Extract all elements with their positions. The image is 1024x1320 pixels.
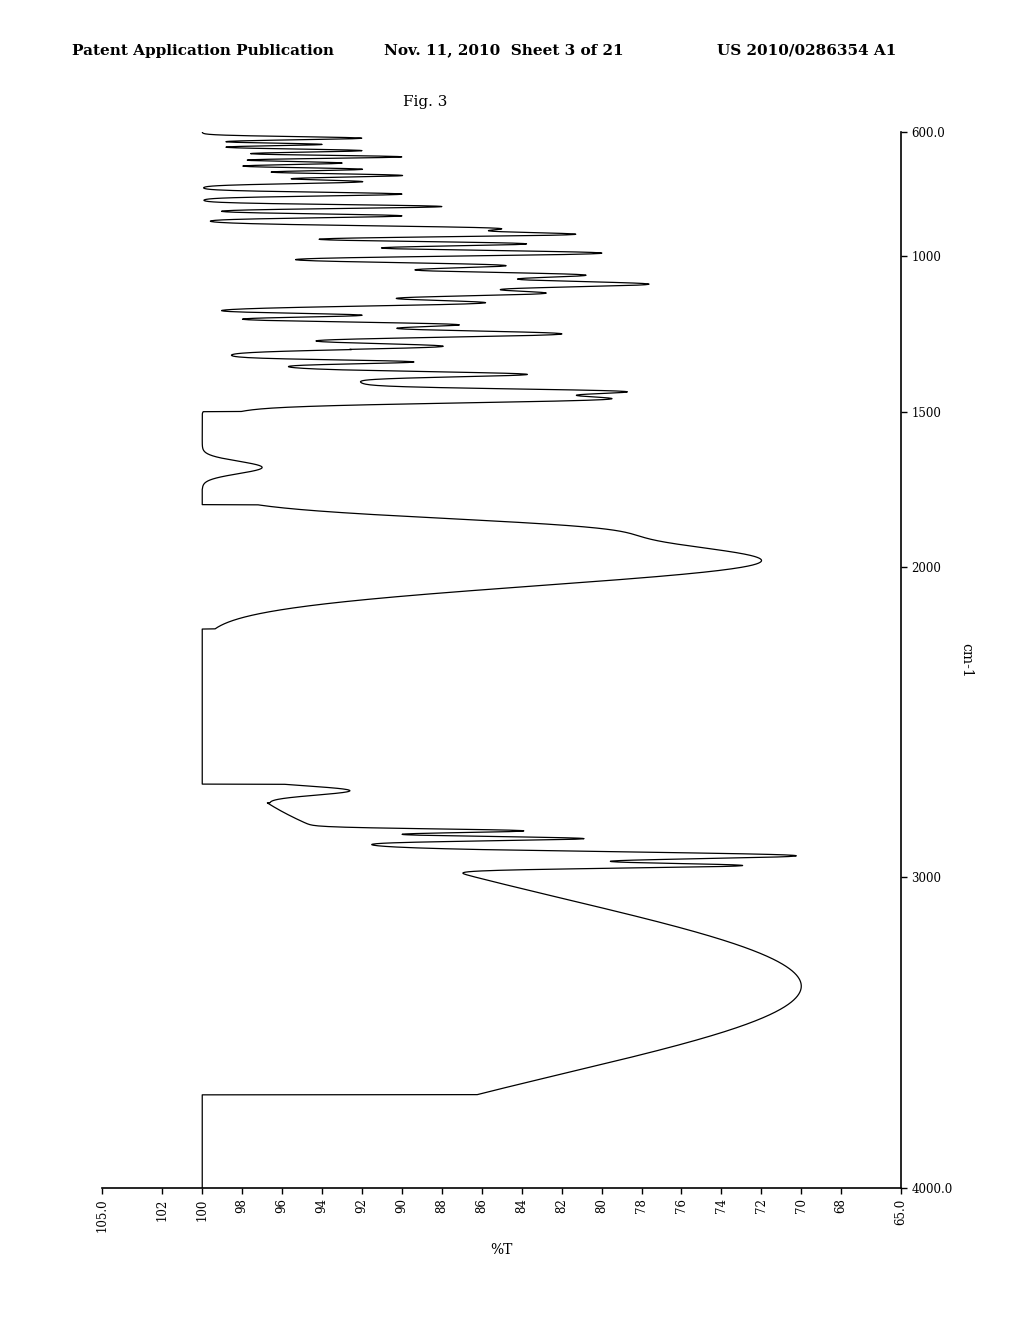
Text: Nov. 11, 2010  Sheet 3 of 21: Nov. 11, 2010 Sheet 3 of 21 <box>384 44 624 58</box>
Text: US 2010/0286354 A1: US 2010/0286354 A1 <box>717 44 896 58</box>
Text: Fig. 3: Fig. 3 <box>402 95 447 110</box>
Y-axis label: cm-1: cm-1 <box>959 643 974 677</box>
Text: Patent Application Publication: Patent Application Publication <box>72 44 334 58</box>
X-axis label: %T: %T <box>490 1243 513 1257</box>
